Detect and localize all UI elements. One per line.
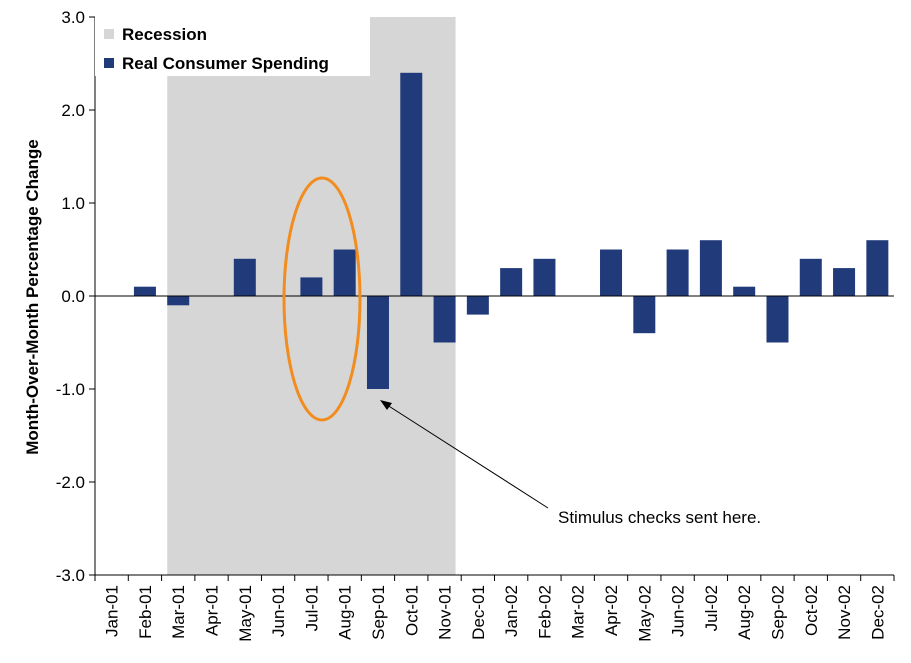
- bar-jul-01: [300, 277, 323, 296]
- bar-dec-02: [866, 240, 889, 296]
- x-tick-label: Mar-02: [569, 585, 588, 639]
- bar-jun-02: [666, 249, 689, 296]
- bar-apr-02: [600, 249, 623, 296]
- x-tick-label: Nov-01: [436, 585, 455, 640]
- bar-sep-01: [366, 296, 389, 389]
- bar-aug-02: [733, 286, 756, 296]
- annotation-text: Stimulus checks sent here.: [558, 508, 761, 527]
- x-tick-label: Sep-02: [768, 585, 787, 640]
- highlight-ellipse: [282, 176, 362, 422]
- legend-swatch-recession: [104, 29, 114, 39]
- annotation-arrowhead: [380, 400, 392, 410]
- y-tick-label: -2.0: [56, 473, 85, 492]
- bar-may-01: [233, 258, 256, 296]
- legend-swatch-spending: [104, 58, 114, 68]
- x-tick-label: Oct-02: [802, 585, 821, 636]
- legend-label-recession: Recession: [122, 25, 207, 44]
- x-tick-label: Feb-01: [136, 585, 155, 639]
- x-tick-label: Sep-01: [369, 585, 388, 640]
- bar-sep-02: [766, 296, 789, 343]
- annotation-arrow: [383, 402, 549, 509]
- x-tick-label: Jul-01: [302, 585, 321, 631]
- y-tick-label: 0.0: [61, 287, 85, 306]
- x-tick-label: Feb-02: [535, 585, 554, 639]
- bar-mar-01: [167, 296, 190, 306]
- y-tick-label: -1.0: [56, 380, 85, 399]
- x-tick-label: Aug-02: [735, 585, 754, 640]
- y-tick-label: 1.0: [61, 194, 85, 213]
- y-axis-label: Month-Over-Month Percentage Change: [23, 139, 42, 454]
- x-tick-label: Jul-02: [702, 585, 721, 631]
- x-tick-label: May-02: [635, 585, 654, 642]
- y-tick-label: -3.0: [56, 566, 85, 585]
- bar-dec-01: [466, 296, 489, 315]
- y-tick-label: 2.0: [61, 101, 85, 120]
- x-tick-label: Jan-01: [103, 585, 122, 637]
- bar-feb-01: [133, 286, 156, 296]
- bar-feb-02: [533, 258, 556, 296]
- bar-jul-02: [699, 240, 722, 296]
- x-tick-label: Jan-02: [502, 585, 521, 637]
- x-tick-label: May-01: [236, 585, 255, 642]
- bar-oct-02: [799, 258, 822, 296]
- bar-jan-02: [500, 268, 523, 296]
- bar-nov-02: [833, 268, 856, 296]
- x-tick-label: Apr-02: [602, 585, 621, 636]
- annotation: Stimulus checks sent here.: [282, 176, 761, 527]
- x-tick-label: Apr-01: [203, 585, 222, 636]
- bar-nov-01: [433, 296, 456, 343]
- x-tick-label: Mar-01: [169, 585, 188, 639]
- legend: Recession Real Consumer Spending: [95, 16, 370, 76]
- legend-label-spending: Real Consumer Spending: [122, 54, 329, 73]
- x-tick-label: Nov-02: [835, 585, 854, 640]
- bar-aug-01: [333, 249, 356, 296]
- x-tick-label: Dec-01: [469, 585, 488, 640]
- x-tick-label: Aug-01: [336, 585, 355, 640]
- y-tick-label: 3.0: [61, 8, 85, 27]
- bar-oct-01: [400, 72, 423, 296]
- x-tick-label: Jun-01: [269, 585, 288, 637]
- x-tick-label: Oct-01: [402, 585, 421, 636]
- bar-may-02: [633, 296, 656, 334]
- x-tick-label: Dec-02: [868, 585, 887, 640]
- x-tick-label: Jun-02: [669, 585, 688, 637]
